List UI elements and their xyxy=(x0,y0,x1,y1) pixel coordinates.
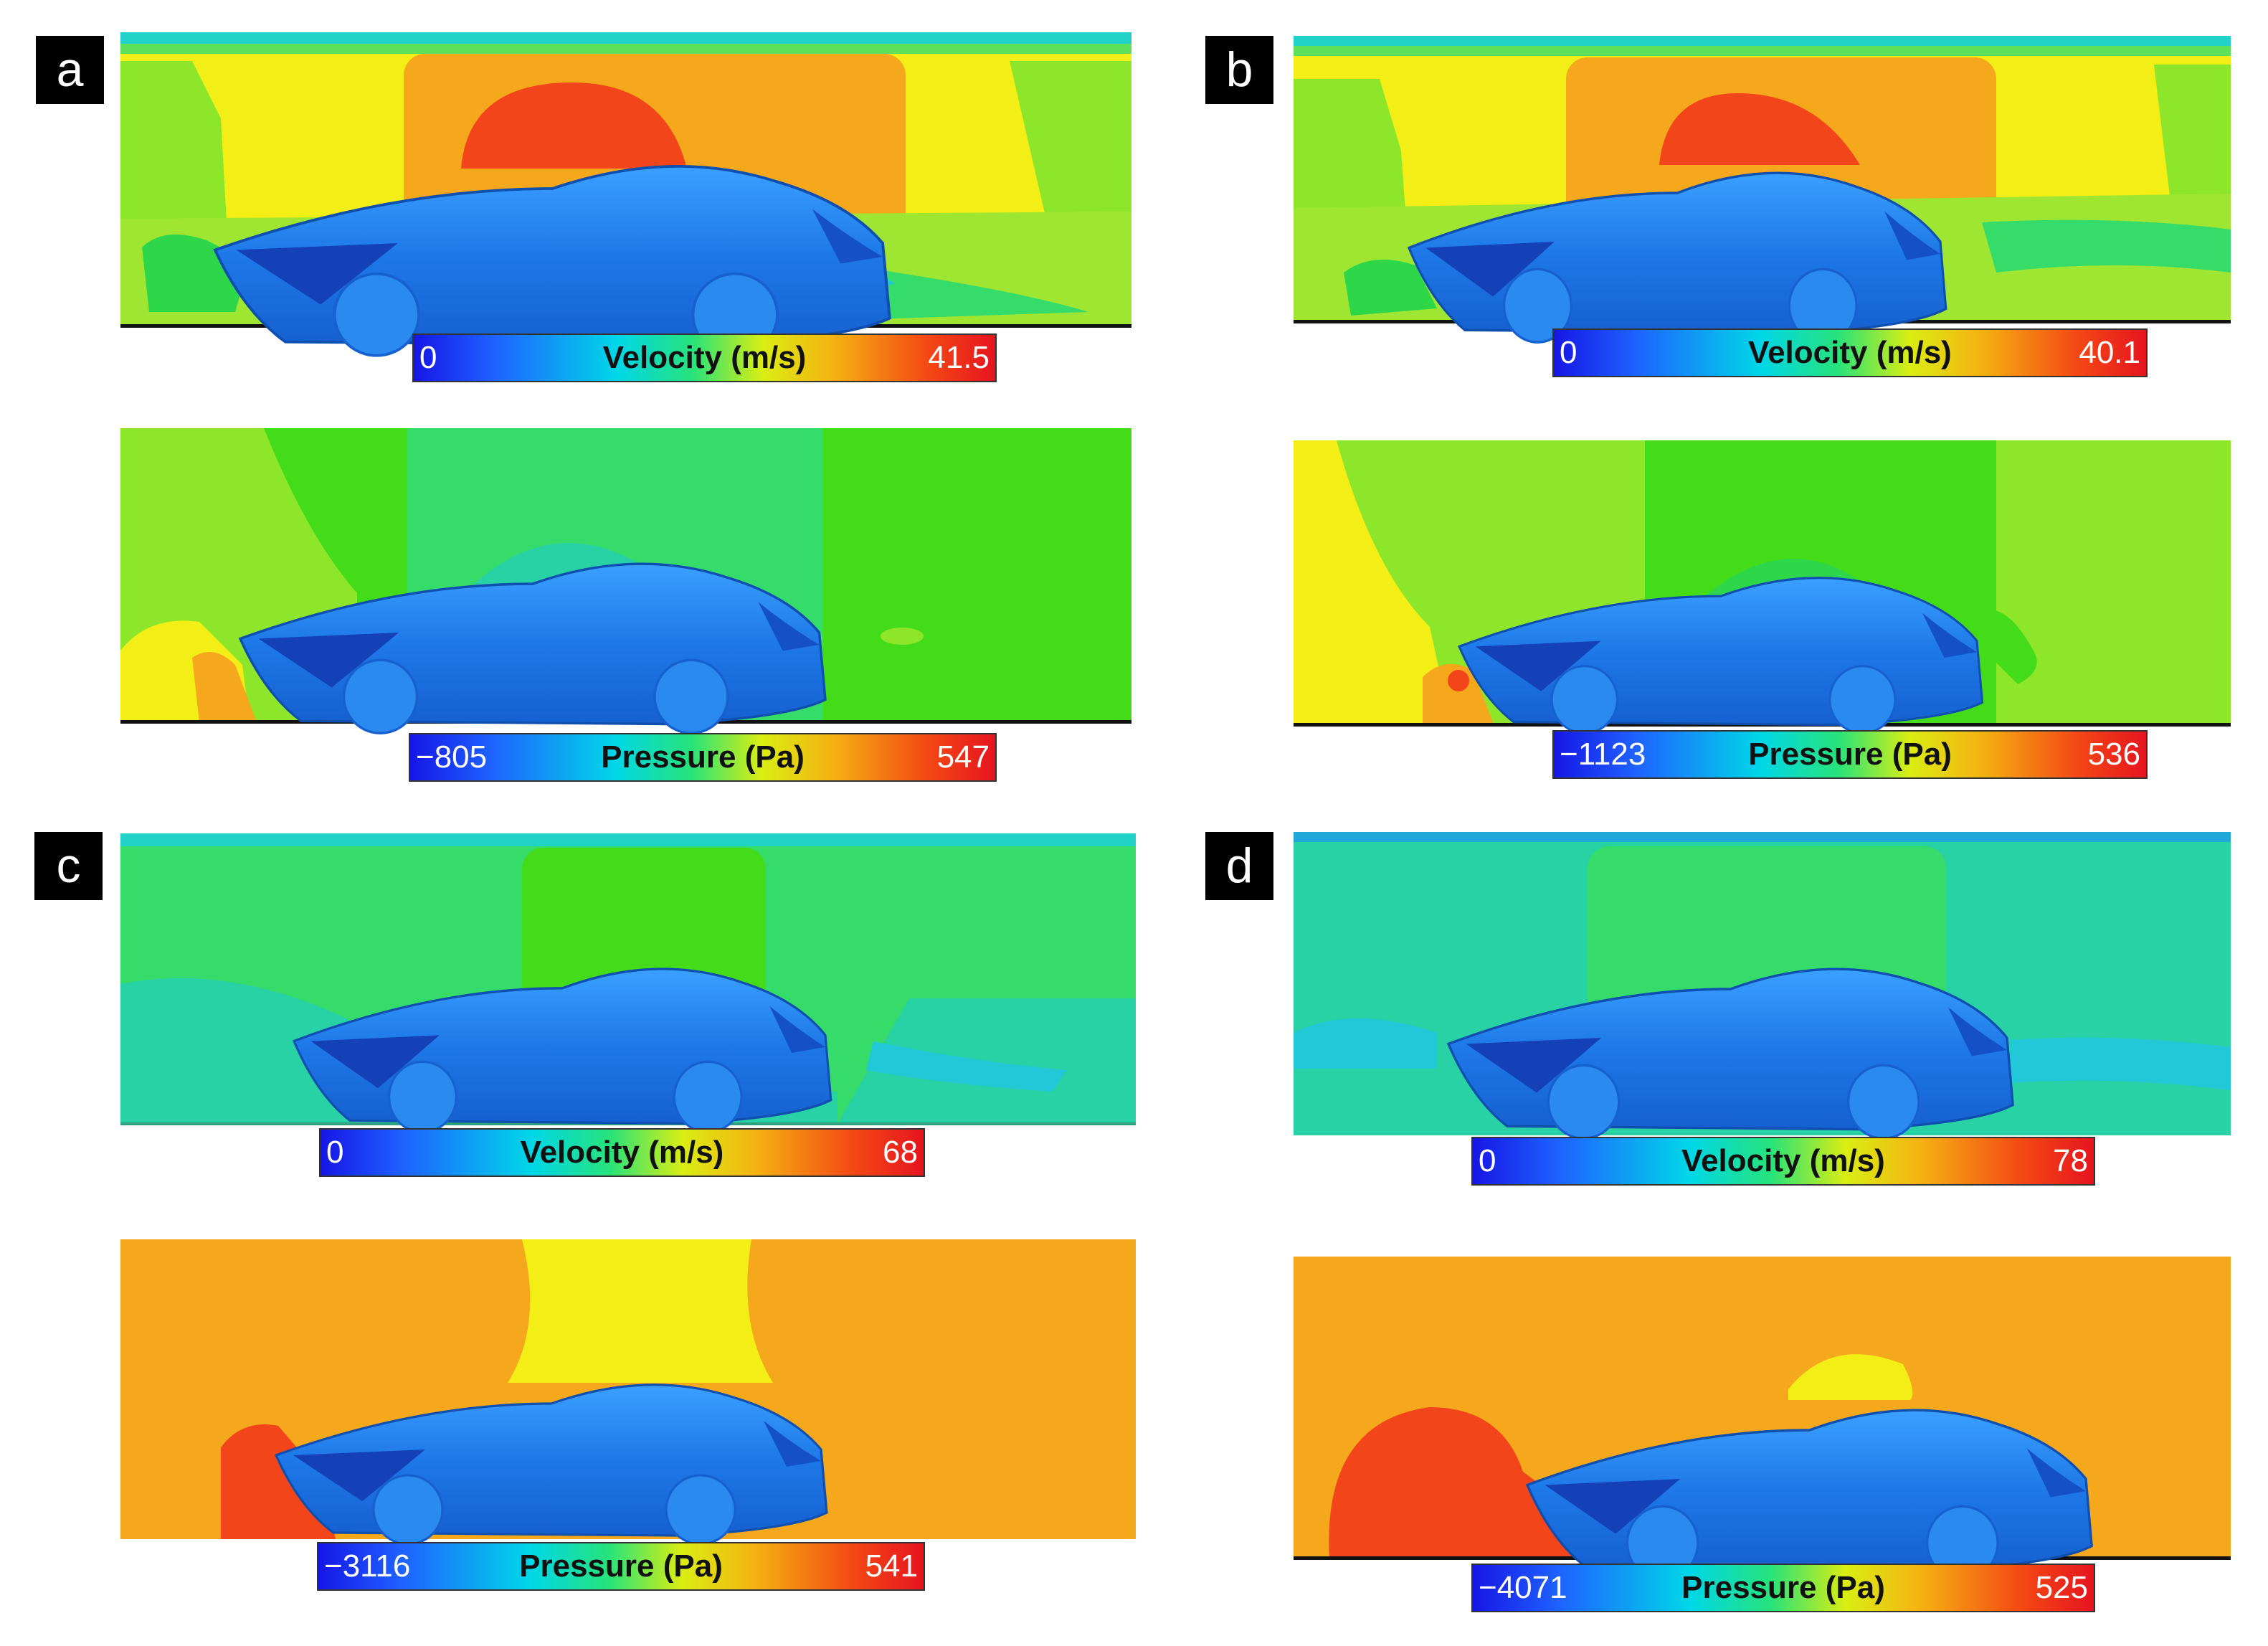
car-c-pressure xyxy=(275,1384,828,1546)
colorbar-title: Velocity (m/s) xyxy=(602,340,807,375)
pressure-colorbar-d: −4071 Pressure (Pa) 525 xyxy=(1471,1564,2095,1612)
colorbar-title: Pressure (Pa) xyxy=(519,1548,723,1584)
velocity-colorbar-c: 0 Velocity (m/s) 68 xyxy=(319,1128,925,1177)
panel-label-b: b xyxy=(1205,36,1273,104)
colorbar-title: Pressure (Pa) xyxy=(601,739,805,775)
colorbar-title: Velocity (m/s) xyxy=(1681,1143,1885,1178)
velocity-colorbar-b: 0 Velocity (m/s) 40.1 xyxy=(1552,328,2148,377)
panel-label-a: a xyxy=(36,36,104,104)
car-d-pressure xyxy=(1526,1409,2093,1581)
colorbar-min: 0 xyxy=(326,1135,344,1170)
colorbar-min: 0 xyxy=(419,340,437,375)
colorbar-title: Velocity (m/s) xyxy=(520,1135,724,1170)
car-b-velocity xyxy=(1408,171,1947,344)
colorbar-max: 68 xyxy=(883,1135,918,1170)
car-d-velocity xyxy=(1447,968,2014,1140)
colorbar-max: 41.5 xyxy=(928,340,990,375)
colorbar-min: 0 xyxy=(1479,1143,1496,1178)
car-a-pressure xyxy=(239,562,827,734)
colorbar-title: Velocity (m/s) xyxy=(1748,335,1952,370)
colorbar-min: 0 xyxy=(1560,335,1577,370)
pressure-colorbar-b: −1123 Pressure (Pa) 536 xyxy=(1552,730,2148,779)
colorbar-max: 525 xyxy=(2035,1570,2088,1605)
panel-label-c: c xyxy=(34,832,103,900)
panel-label-d: d xyxy=(1205,832,1273,900)
pressure-colorbar-c: −3116 Pressure (Pa) 541 xyxy=(317,1542,925,1591)
car-a-velocity xyxy=(214,164,891,357)
colorbar-min: −3116 xyxy=(324,1548,411,1584)
colorbar-max: 547 xyxy=(936,739,990,775)
velocity-colorbar-d: 0 Velocity (m/s) 78 xyxy=(1471,1137,2095,1186)
velocity-colorbar-a: 0 Velocity (m/s) 41.5 xyxy=(412,334,997,382)
colorbar-min: −4071 xyxy=(1479,1570,1567,1605)
colorbar-max: 541 xyxy=(865,1548,918,1584)
pressure-colorbar-a: −805 Pressure (Pa) 547 xyxy=(409,733,997,782)
colorbar-title: Pressure (Pa) xyxy=(1681,1570,1885,1605)
colorbar-min: −1123 xyxy=(1560,737,1646,772)
car-b-pressure xyxy=(1458,577,1984,734)
colorbar-min: −805 xyxy=(416,739,488,775)
colorbar-title: Pressure (Pa) xyxy=(1748,737,1952,772)
colorbar-max: 40.1 xyxy=(2079,335,2140,370)
car-c-velocity xyxy=(293,968,832,1134)
colorbar-max: 78 xyxy=(2053,1143,2088,1178)
colorbar-max: 536 xyxy=(2087,737,2140,772)
